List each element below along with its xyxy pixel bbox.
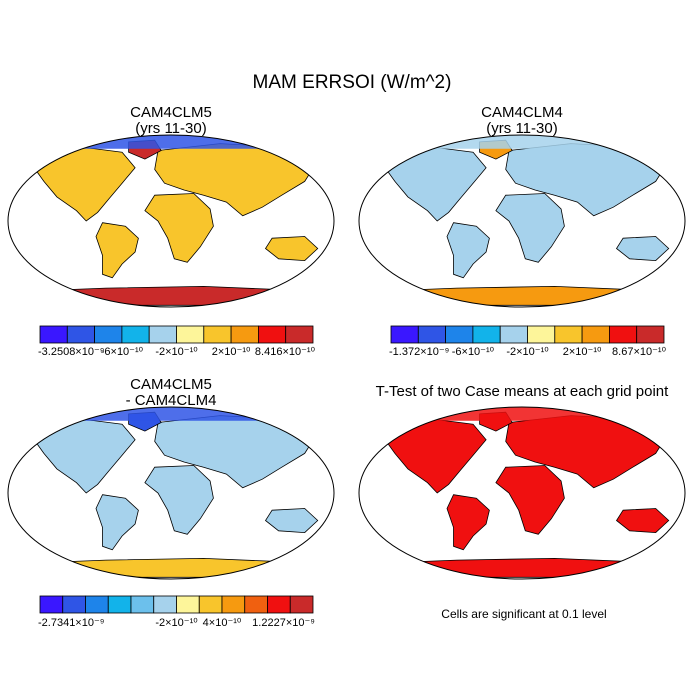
continent-northamerica (33, 146, 136, 222)
colorbars: -3.2508×10⁻⁹-6×10⁻¹⁰ -2×10⁻¹⁰ 2×10⁻¹⁰ 8.416… (38, 325, 667, 629)
panel4-note: Cells are significant at 0.1 level (441, 607, 606, 621)
colorbar-swatch (39, 595, 64, 614)
continent-australia (264, 508, 319, 534)
colorbar-tick-label: -1.372×10⁻⁹ (389, 346, 449, 358)
colorbar-tick-label: -2×10⁻¹⁰ (155, 346, 198, 358)
colorbar-swatch (148, 325, 177, 344)
colorbar-tick-label: 8.67×10⁻¹⁰ (612, 346, 667, 358)
map-panel-cam4clm4 (358, 134, 686, 308)
arctic-band (359, 407, 685, 421)
colorbar-swatch (289, 595, 314, 614)
colorbar-swatch (107, 595, 132, 614)
colorbar-swatch (62, 595, 86, 614)
colorbar-swatch (39, 325, 68, 344)
arctic-band (8, 135, 334, 149)
continent-northamerica (384, 418, 487, 494)
colorbar-swatch (221, 595, 246, 614)
continent-africa (495, 465, 565, 535)
map-outline (7, 134, 335, 308)
colorbar-swatch (94, 325, 123, 344)
continent-northamerica (384, 146, 487, 222)
colorbar-swatch (257, 325, 287, 344)
map-panel-diff (7, 406, 335, 580)
panel1-title-line1: CAM4CLM5 (130, 104, 212, 121)
colorbar-swatch (554, 325, 583, 344)
map-panel-ttest (358, 406, 686, 580)
colorbar-swatch (203, 325, 232, 344)
colorbar-swatch (285, 325, 314, 344)
colorbar-swatch (417, 325, 446, 344)
colorbar-swatch (176, 595, 200, 614)
colorbar-swatch (267, 595, 291, 614)
colorbar-swatch (609, 325, 638, 344)
colorbar-swatch (499, 325, 528, 344)
colorbar-tick-label: 1.2227×10⁻⁹ (252, 617, 315, 629)
arctic-band (8, 407, 334, 421)
colorbar-swatch (244, 595, 268, 614)
panel1-title-line2: (yrs 11-30) (135, 120, 206, 137)
panel2-title-line1: CAM4CLM4 (481, 104, 563, 121)
panel2-title-line2: (yrs 11-30) (486, 120, 557, 137)
colorbar-swatch (176, 325, 205, 344)
colorbar-tick-label: -2×10⁻¹⁰ (506, 346, 549, 358)
colorbar-swatch (581, 325, 610, 344)
colorbar-tick-label: -6×10⁻¹⁰ (452, 346, 495, 358)
colorbar-swatch (390, 325, 419, 344)
map-outline (7, 406, 335, 580)
panel3-title-line2: - CAM4CLM4 (126, 392, 217, 409)
continent-australia (615, 236, 670, 262)
colorbar-swatch (472, 325, 501, 344)
continent-southamerica (446, 494, 490, 551)
colorbar-tick-label: 4×10⁻¹⁰ (203, 617, 242, 629)
continent-antarctica (20, 557, 325, 578)
colorbar-swatch (636, 325, 665, 344)
colorbar-swatch (527, 325, 556, 344)
continent-australia (615, 508, 670, 534)
colorbar-tick-label: -6×10⁻¹⁰ (101, 346, 144, 358)
continent-antarctica (371, 285, 676, 306)
colorbar-swatch (230, 325, 259, 344)
continent-antarctica (20, 285, 325, 306)
continent-australia (264, 236, 319, 262)
figure-title: MAM ERRSOI (W/m^2) (253, 72, 452, 93)
colorbar-tick-label: 2×10⁻¹⁰ (212, 346, 251, 358)
continent-southamerica (446, 222, 490, 279)
colorbar-swatch (198, 595, 223, 614)
continent-antarctica (371, 557, 676, 578)
continent-africa (144, 465, 214, 535)
continent-northamerica (33, 418, 136, 494)
continent-africa (495, 193, 565, 263)
continent-southamerica (95, 494, 139, 551)
colorbar-swatch (85, 595, 109, 614)
colorbar-tick-label: -3.2508×10⁻⁹ (38, 346, 104, 358)
colorbar-swatch (445, 325, 474, 344)
map-outline (358, 134, 686, 308)
colorbar-swatch (153, 595, 177, 614)
colorbar-tick-label: -2.7341×10⁻⁹ (38, 617, 104, 629)
continent-africa (144, 193, 214, 263)
colorbar-cam4clm4: -1.372×10⁻⁹ -6×10⁻¹⁰ -2×10⁻¹⁰ 2×10⁻¹⁰ 8.67×1… (389, 325, 667, 358)
colorbar-tick-label: 8.416×10⁻¹⁰ (255, 346, 316, 358)
map-outline (358, 406, 686, 580)
map-panel-cam4clm5 (7, 134, 335, 308)
colorbar-cam4clm5: -3.2508×10⁻⁹-6×10⁻¹⁰ -2×10⁻¹⁰ 2×10⁻¹⁰ 8.416… (38, 325, 316, 358)
colorbar-diff: -2.7341×10⁻⁹ -2×10⁻¹⁰ 4×10⁻¹⁰ 1.2227×10⁻⁹ (38, 595, 315, 629)
panel4-title: T-Test of two Case means at each grid po… (376, 383, 669, 400)
colorbar-swatch (121, 325, 150, 344)
colorbar-tick-label: 2×10⁻¹⁰ (563, 346, 602, 358)
arctic-band (359, 135, 685, 149)
colorbar-tick-label: -2×10⁻¹⁰ (155, 617, 198, 629)
colorbar-swatch (130, 595, 155, 614)
colorbar-swatch (66, 325, 96, 344)
continent-southamerica (95, 222, 139, 279)
panel3-title-line1: CAM4CLM5 (130, 376, 212, 393)
